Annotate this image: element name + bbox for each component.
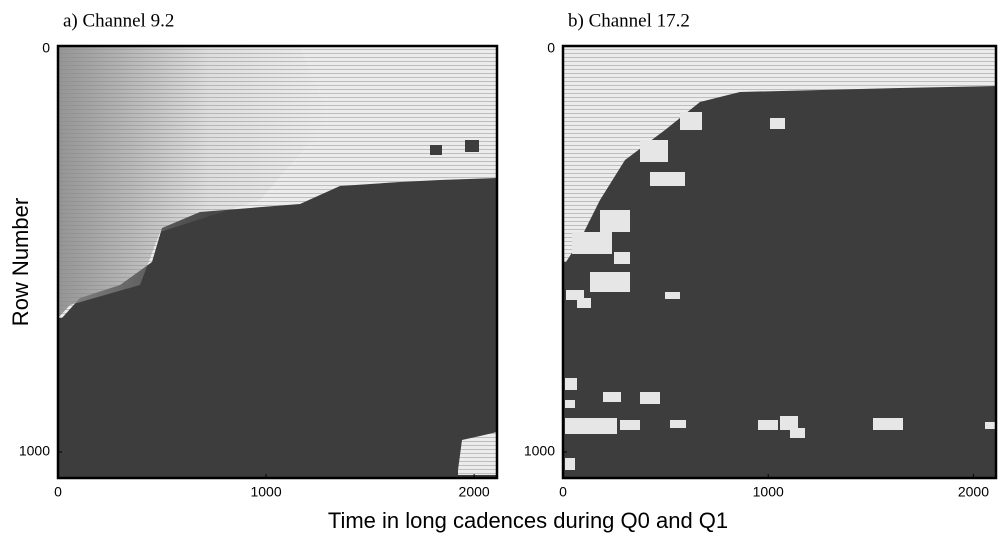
heatmap-image-b: [563, 46, 996, 478]
x-tick-label: 1000: [250, 484, 281, 500]
y-tick-label: 0: [547, 40, 555, 56]
panel-title: b) Channel 17.2: [568, 10, 690, 31]
x-tick-label: 1000: [753, 484, 784, 500]
frame: [56, 44, 499, 480]
x-tick-label: 0: [54, 484, 62, 500]
y-tick-label: 0: [42, 40, 50, 56]
heatmap-image-a: [58, 46, 497, 478]
panel-title: a) Channel 9.2: [63, 10, 174, 31]
y-tick-label: 1000: [524, 443, 555, 459]
y-tick-label: 1000: [19, 443, 50, 459]
frame: [561, 44, 998, 480]
x-axis-label: Time in long cadences during Q0 and Q1: [328, 508, 728, 533]
y-axis-label: Row Number: [8, 198, 33, 326]
x-tick-label: 0: [559, 484, 567, 500]
x-tick-label: 2000: [459, 484, 490, 500]
x-tick-label: 2000: [958, 484, 989, 500]
